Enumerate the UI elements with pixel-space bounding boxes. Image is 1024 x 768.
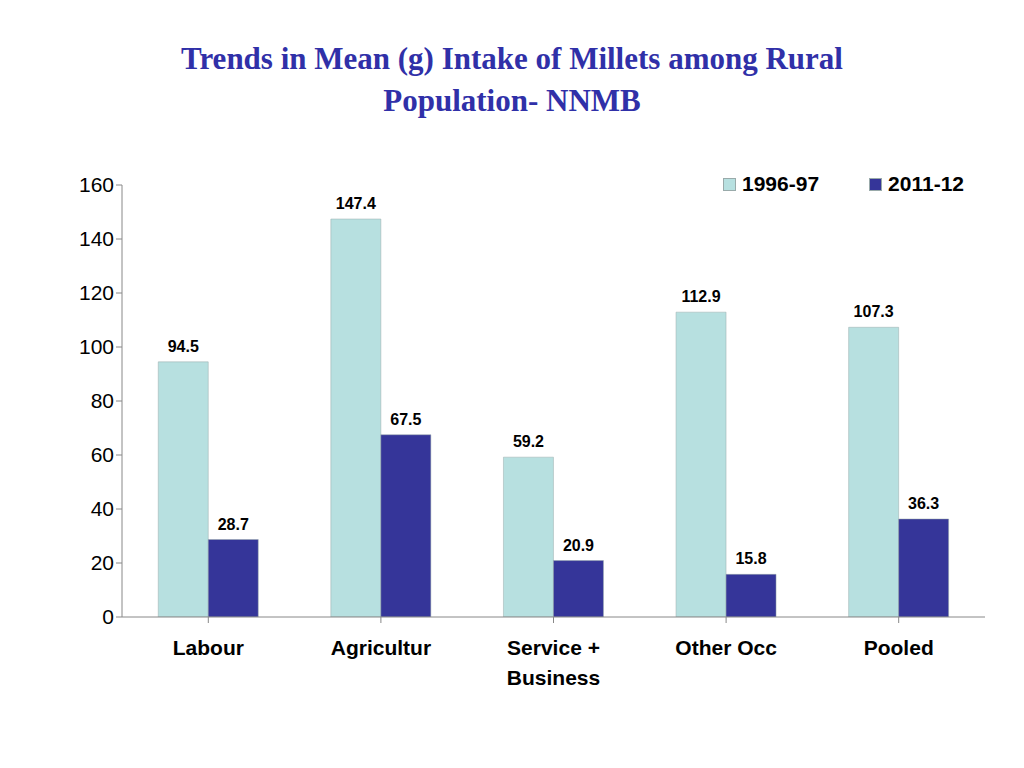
svg-text:60: 60 [91,443,114,466]
svg-text:20.9: 20.9 [563,537,594,554]
svg-text:15.8: 15.8 [735,550,766,567]
svg-text:100: 100 [79,335,114,358]
svg-text:112.9: 112.9 [681,288,720,305]
html-text:1996-97: 1996-97 [742,172,820,195]
svg-text:Other Occ: Other Occ [675,636,777,659]
svg-text:59.2: 59.2 [513,433,544,450]
svg-text:40: 40 [91,497,114,520]
html-text:2011-12: 2011-12 [888,172,964,195]
svg-text:Labour: Labour [173,636,244,659]
svg-text:140: 140 [79,227,114,250]
svg-text:36.3: 36.3 [908,495,939,512]
html-text:Trends in Mean (g) Intake of M: Trends in Mean (g) Intake of Millets amo… [181,41,843,118]
svg-text:20: 20 [91,551,114,574]
svg-text:80: 80 [91,389,114,412]
svg-text:147.4: 147.4 [336,195,376,212]
svg-text:Service +Business: Service +Business [507,636,600,689]
svg-text:Pooled: Pooled [864,636,934,659]
svg-text:94.5: 94.5 [168,338,199,355]
svg-text:28.7: 28.7 [218,516,249,533]
svg-text:160: 160 [79,173,114,196]
svg-text:0: 0 [102,605,114,628]
svg-text:Agricultur: Agricultur [331,636,431,659]
svg-text:67.5: 67.5 [390,411,421,428]
svg-text:107.3: 107.3 [854,303,894,320]
svg-text:120: 120 [79,281,114,304]
